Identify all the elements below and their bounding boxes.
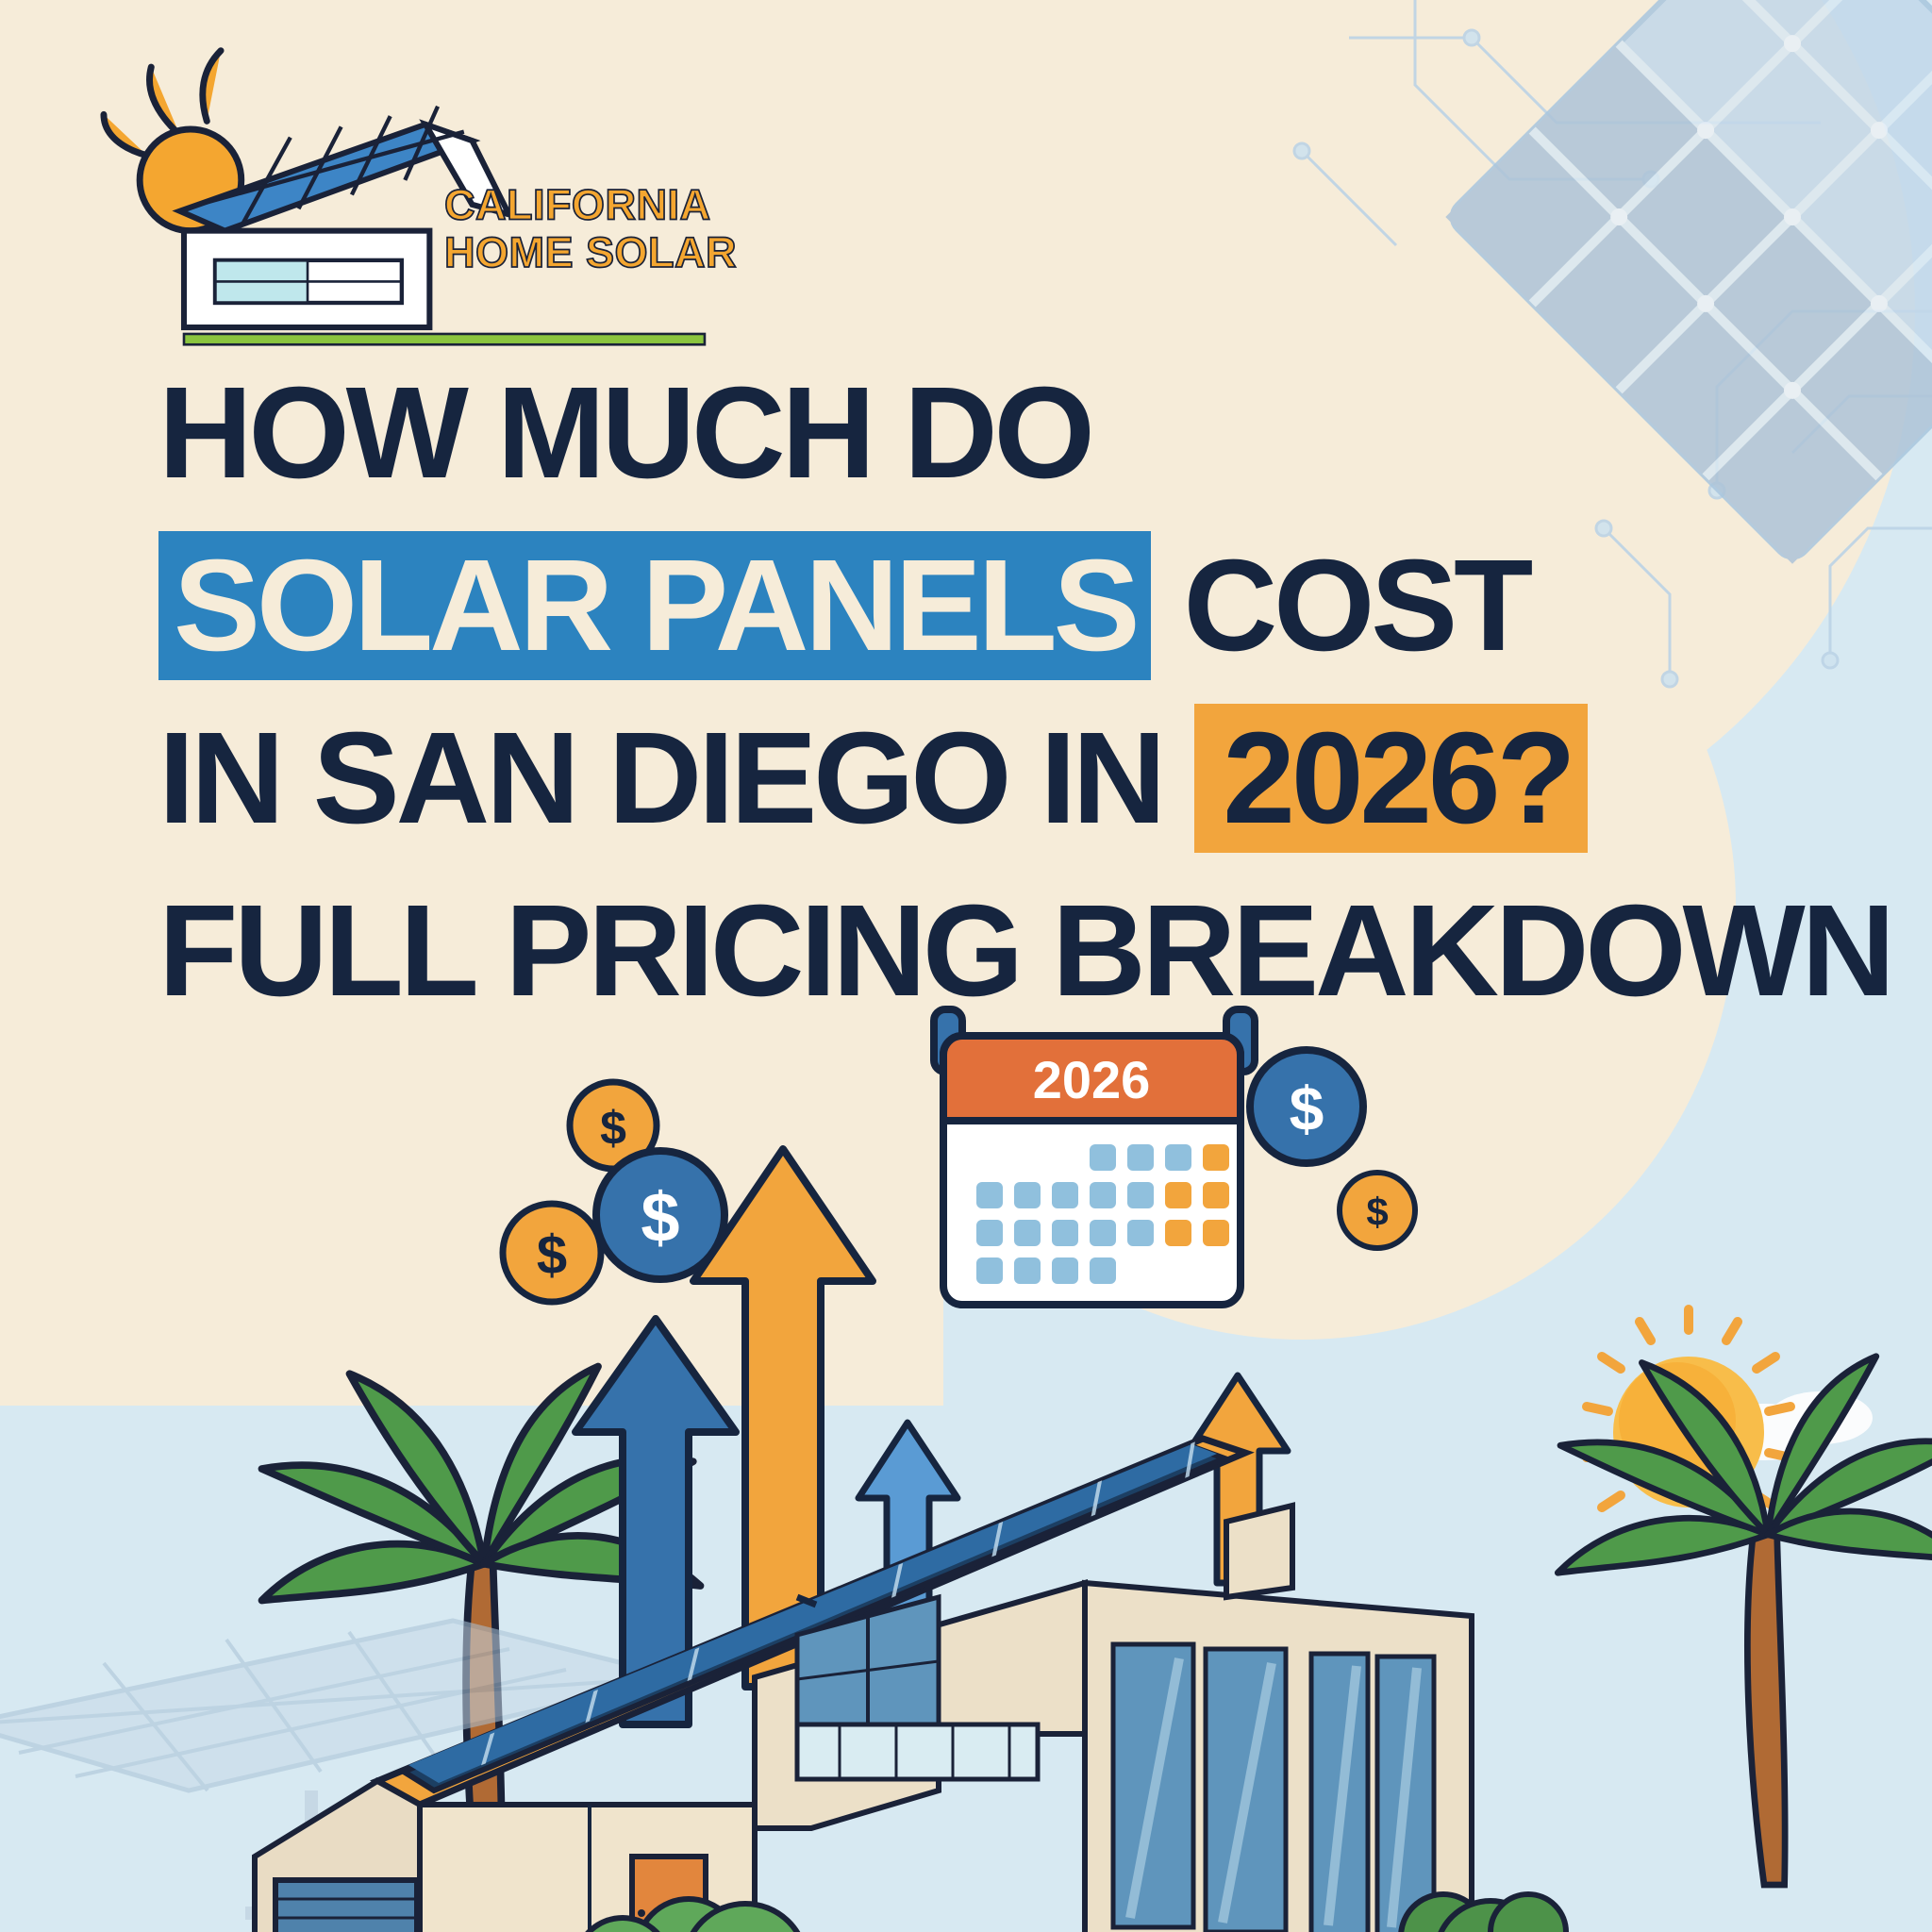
svg-text:$: $	[1366, 1190, 1388, 1234]
svg-text:$: $	[537, 1224, 567, 1286]
svg-text:$: $	[1290, 1074, 1324, 1143]
svg-text:$: $	[641, 1178, 679, 1257]
svg-text:2026: 2026	[1033, 1050, 1151, 1109]
svg-text:CALIFORNIA: CALIFORNIA	[444, 180, 710, 228]
svg-text:HOME SOLAR: HOME SOLAR	[444, 228, 737, 276]
svg-text:$: $	[600, 1102, 626, 1155]
